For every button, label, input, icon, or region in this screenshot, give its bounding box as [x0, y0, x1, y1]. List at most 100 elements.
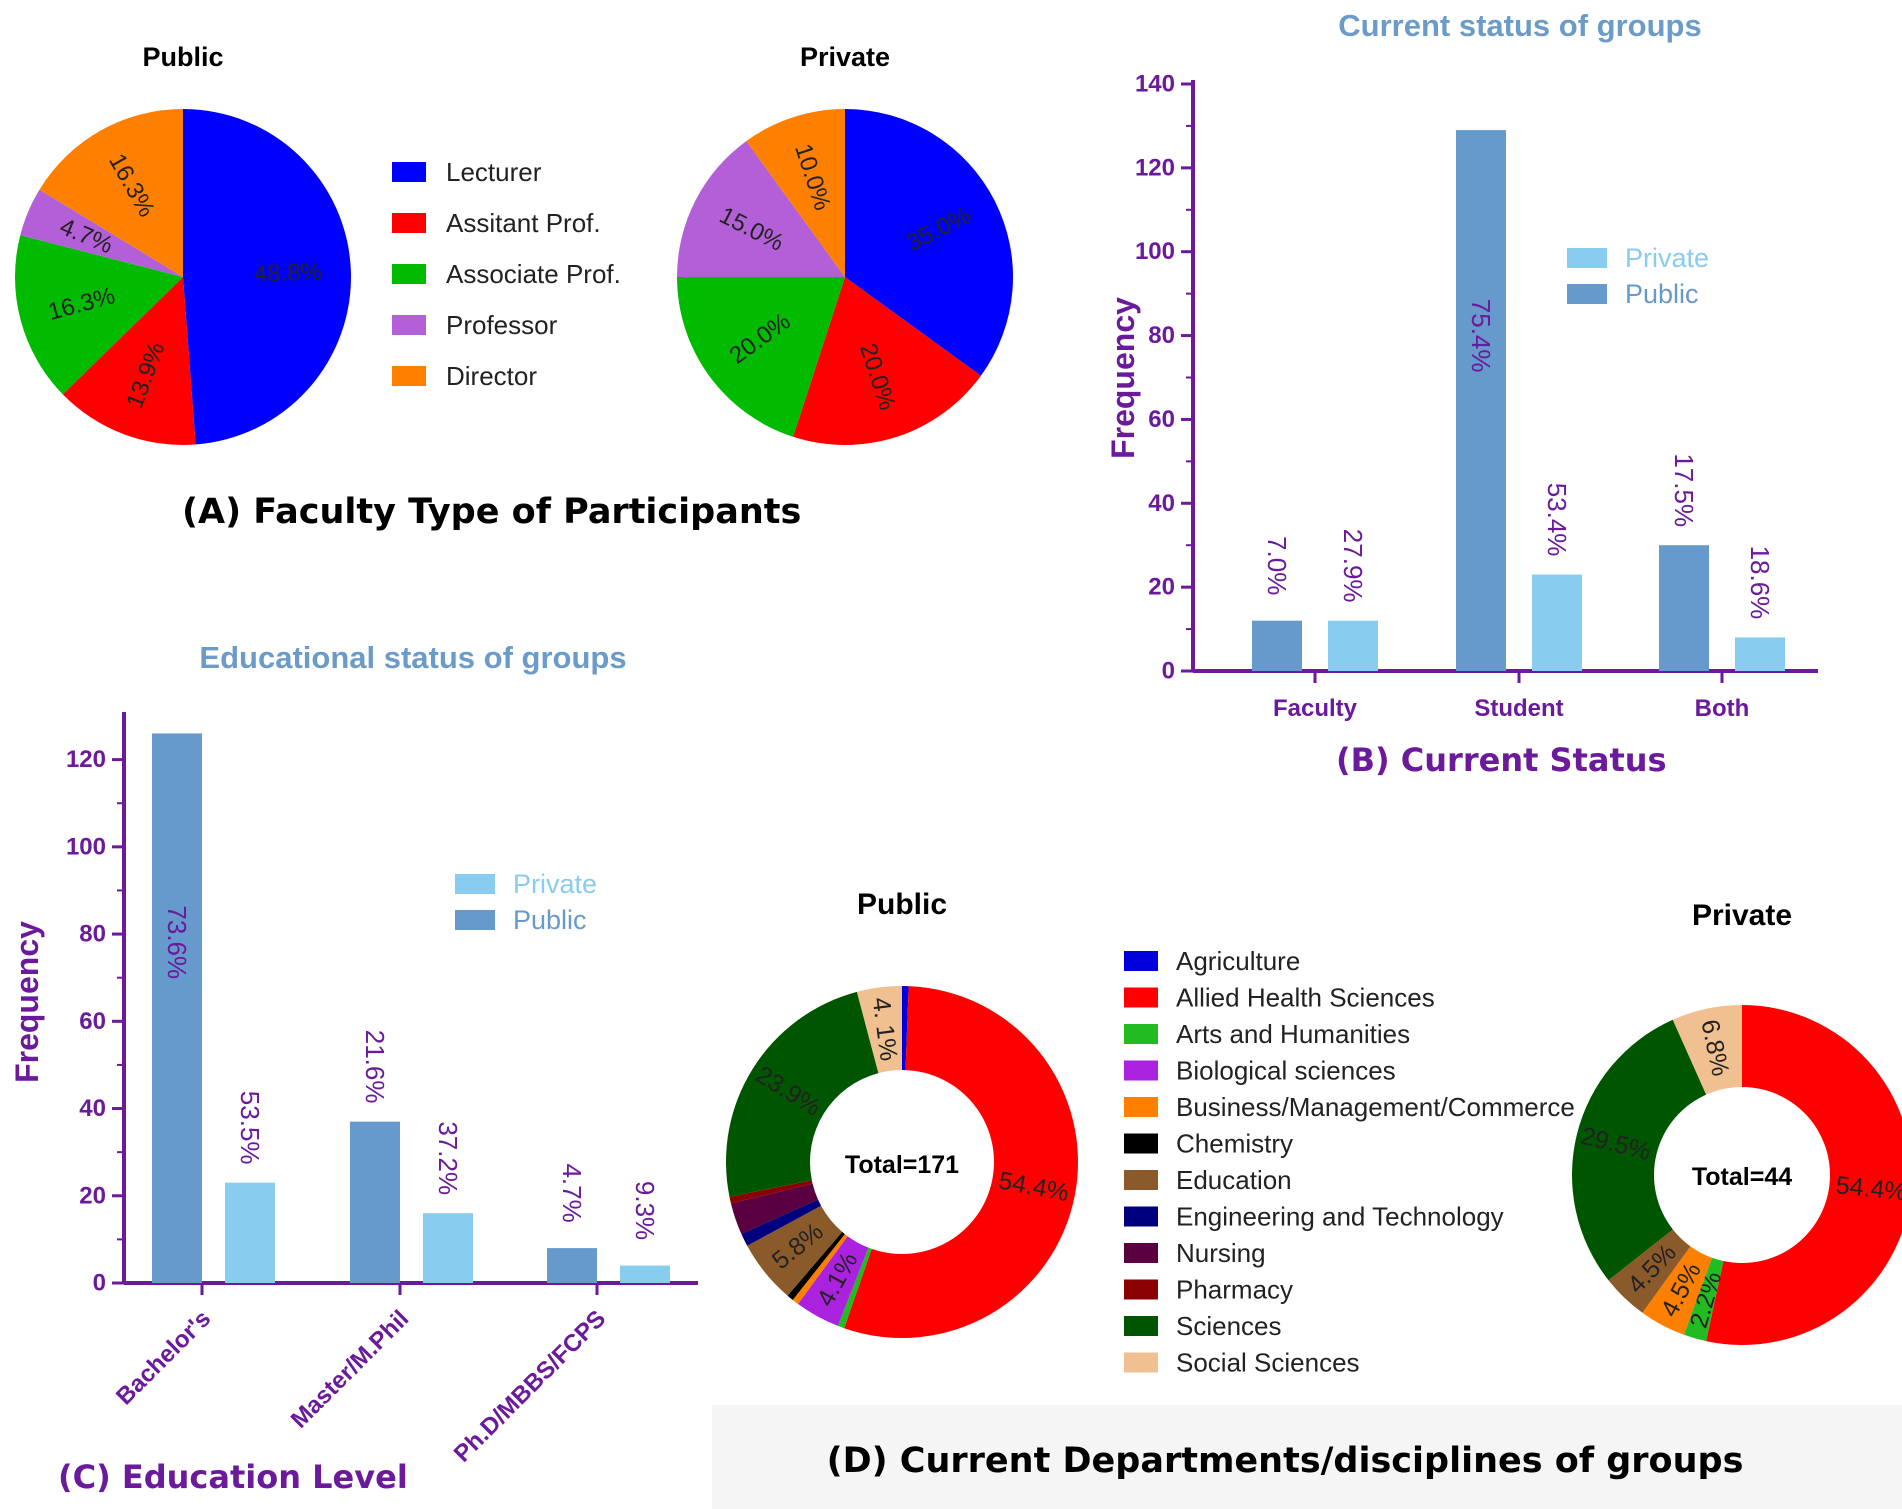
- donut-public-slice-0: [902, 986, 909, 1071]
- chart-c-category-label-1: Master/M.Phil: [286, 1305, 414, 1433]
- donut-private-slice-2: [1683, 1257, 1724, 1342]
- donut-public-slice-1: [844, 986, 1079, 1338]
- y-axis-label-b: Frequency: [1105, 297, 1141, 459]
- chart-b-legend-swatch-1: [1567, 284, 1607, 304]
- legend-d-label-6: Education: [1176, 1165, 1292, 1195]
- legend-c: Private Public: [455, 869, 597, 935]
- chart-b-ytick-label-6: 120: [1135, 154, 1175, 181]
- donut-private-slice-4: [1642, 1246, 1712, 1335]
- legend-d-swatch-2: [1124, 1024, 1158, 1044]
- chart-b-bar-label-private-1: 53.4%: [1542, 483, 1572, 557]
- pie-public-slice-0: [183, 109, 352, 445]
- pie-public: 48.8%13.9%16.3%4.7%16.3%: [15, 109, 352, 445]
- pie-private-slice-3: [677, 141, 845, 277]
- chart-c-legend-swatch-1: [455, 910, 495, 930]
- donut-public-slice-2: [837, 1247, 872, 1329]
- legend-d-swatch-3: [1124, 1060, 1158, 1081]
- donut-private-slice-11: [1672, 1005, 1742, 1095]
- chart-c-bar-label-private-2: 9.3%: [630, 1181, 660, 1240]
- legend-d-label-3: Biological sciences: [1176, 1056, 1396, 1086]
- legend-a-label-0: Lecturer: [446, 157, 542, 187]
- legend-d-swatch-6: [1124, 1170, 1158, 1190]
- donut-public-slice-10: [726, 991, 879, 1197]
- y-axis-label-c: Frequency: [9, 921, 45, 1083]
- pie-private: 35.0%20.0%20.0%15.0%10.0%: [677, 109, 1013, 446]
- chart-b-ytick-label-3: 60: [1148, 406, 1175, 433]
- donut-public-total: Total=171: [845, 1151, 959, 1179]
- chart-c-bar-public-2: [547, 1248, 597, 1283]
- donut-public: 54.4%4.1%5.8%23.9%4. 1%: [726, 986, 1079, 1338]
- caption-b: (B) Current Status: [1336, 741, 1667, 779]
- pie-private-slice-2: [677, 277, 845, 437]
- donut-public-slice-5: [787, 1231, 845, 1300]
- legend-d-swatch-0: [1124, 951, 1158, 971]
- chart-c-title: Educational status of groups: [199, 640, 626, 675]
- legend-a-swatch-3: [392, 315, 426, 335]
- caption-a: (A) Faculty Type of Participants: [182, 492, 801, 532]
- chart-c-bar-label-public-0: 73.6%: [162, 905, 192, 979]
- pie-private-slice-0: [845, 109, 1013, 376]
- legend-a-swatch-2: [392, 264, 426, 284]
- legend-a-swatch-4: [392, 366, 426, 386]
- chart-c-category-label-2: Ph.D/MBBS/FCPS: [449, 1305, 611, 1467]
- panel-a: Public Private 48.8%13.9%16.3%4.7%16.3% …: [15, 42, 1013, 532]
- legend-d-label-0: Agriculture: [1176, 946, 1300, 976]
- legend-a-swatch-1: [392, 213, 426, 233]
- chart-c-legend-label-1: Public: [513, 905, 587, 935]
- chart-b-legend-label-0: Private: [1625, 243, 1709, 273]
- chart-c-bar-label-public-1: 21.6%: [360, 1030, 390, 1104]
- pie-public-title: Public: [142, 42, 223, 72]
- donut-public-title: Public: [857, 888, 947, 921]
- chart-c-ytick-label-4: 80: [79, 921, 106, 948]
- bars-b: 7.0% 75.4% 17.5% 27.9% 53.4% 18.6%: [1252, 130, 1785, 671]
- chart-c-legend-swatch-0: [455, 874, 495, 894]
- legend-b: Private Public: [1567, 243, 1709, 309]
- chart-c-bar-private-1: [423, 1213, 473, 1283]
- chart-c-bar-private-0: [225, 1182, 275, 1283]
- chart-c-ytick-label-2: 40: [79, 1095, 106, 1122]
- chart-b-bar-label-public-2: 17.5%: [1669, 453, 1699, 527]
- chart-b-bar-private-0: [1328, 620, 1378, 671]
- donut-public-slice-9: [729, 1180, 813, 1204]
- donut-public-slice-7: [741, 1199, 822, 1246]
- legend-a-label-2: Associate Prof.: [446, 259, 621, 289]
- chart-b-bar-public-0: [1252, 620, 1302, 671]
- chart-b-bar-label-private-2: 18.6%: [1745, 546, 1775, 620]
- chart-c-legend-label-0: Private: [513, 869, 597, 899]
- legend-d-label-5: Chemistry: [1176, 1129, 1293, 1159]
- legend-d-label-1: Allied Health Sciences: [1176, 983, 1435, 1013]
- legend-d-swatch-8: [1124, 1243, 1158, 1263]
- legend-d-swatch-9: [1124, 1279, 1158, 1300]
- pie-public-slice-3: [20, 189, 183, 277]
- chart-b-title: Current status of groups: [1338, 8, 1701, 43]
- legend-d-swatch-4: [1124, 1097, 1158, 1117]
- chart-c-bar-public-0: [152, 733, 202, 1283]
- chart-b-category-label-0: Faculty: [1273, 695, 1358, 722]
- chart-c-ytick-label-0: 0: [93, 1270, 106, 1297]
- pie-public-slice-2: [15, 235, 183, 395]
- legend-a-label-3: Professor: [446, 310, 558, 340]
- caption-c: (C) Education Level: [58, 1458, 408, 1496]
- pie-public-slice-1: [62, 277, 196, 445]
- chart-c-bar-public-1: [350, 1121, 400, 1283]
- legend-d-swatch-10: [1124, 1316, 1158, 1336]
- donut-private: 54.4%2.2%4.5%4.5%29.5%6.8%: [1572, 1005, 1902, 1345]
- legend-d-swatch-11: [1124, 1352, 1158, 1373]
- pie-public-slice-label-0: 48.8%: [253, 258, 322, 288]
- chart-b-ytick-label-7: 140: [1135, 71, 1175, 98]
- pie-public-slice-4: [39, 109, 184, 277]
- chart-c-ytick-label-5: 100: [66, 833, 106, 860]
- chart-c-category-label-0: Bachelor's: [111, 1305, 216, 1410]
- chart-b-legend-swatch-0: [1567, 248, 1607, 268]
- donut-public-slice-3: [798, 1236, 869, 1326]
- legend-d-label-2: Arts and Humanities: [1176, 1019, 1410, 1049]
- chart-b-category-label-1: Student: [1474, 695, 1563, 722]
- legend-d-swatch-1: [1124, 987, 1158, 1008]
- bars-c: 73.6% 21.6% 4.7% 53.5% 37.2% 9.3%: [152, 733, 670, 1283]
- legend-faculty-type: Lecturer Assitant Prof. Associate Prof. Pro…: [392, 157, 621, 391]
- legend-d-label-8: Nursing: [1176, 1238, 1266, 1268]
- panel-d: Public Private 54.4%4.1%5.8%23.9%4. 1% 5…: [726, 888, 1902, 1481]
- legend-d-label-7: Engineering and Technology: [1176, 1202, 1504, 1232]
- donut-public-slice-4: [792, 1234, 848, 1304]
